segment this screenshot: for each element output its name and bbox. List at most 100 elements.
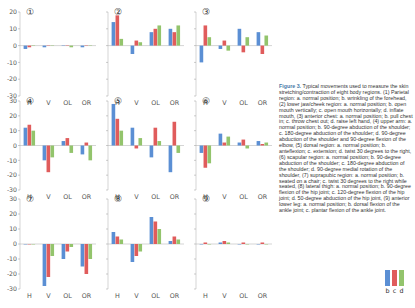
panel: HVOLOR②	[106, 7, 184, 107]
y-tick	[18, 45, 20, 46]
y-tick	[194, 96, 196, 97]
y-tick-label: -10	[7, 255, 17, 262]
x-tick-label: OR	[82, 292, 92, 300]
bar	[62, 244, 66, 259]
y-tick	[106, 96, 108, 97]
panel: HVOLOR⑨	[194, 194, 272, 300]
x-tick-label: H	[27, 292, 32, 300]
y-tick	[194, 115, 196, 116]
bar	[50, 45, 54, 46]
y-tick-label: 10	[9, 225, 17, 232]
y-tick	[106, 115, 108, 116]
bars	[200, 134, 268, 168]
panel: HVOLOR⑥	[194, 96, 272, 201]
bar	[31, 45, 35, 46]
y-tick	[106, 199, 108, 200]
bar	[116, 119, 120, 146]
panel-title: ⑧	[114, 194, 122, 204]
bar	[28, 125, 32, 146]
bar	[245, 244, 249, 245]
bar	[264, 143, 268, 146]
x-tick-label: OL	[63, 292, 72, 300]
bar	[154, 29, 158, 46]
y-tick	[194, 101, 196, 102]
bar	[226, 137, 230, 146]
panel: HVOLOR⑤	[106, 96, 184, 201]
y-tick	[194, 28, 196, 29]
bar	[138, 42, 142, 45]
y-tick-label: 0	[13, 240, 17, 247]
x-tick-label: OL	[151, 193, 160, 201]
y-tick-label: -20	[7, 75, 17, 82]
bar	[245, 146, 249, 149]
bar	[157, 25, 161, 45]
bar	[119, 131, 123, 146]
bar	[261, 144, 265, 145]
bars	[112, 104, 180, 172]
bars	[24, 46, 92, 49]
y-tick	[194, 130, 196, 131]
bar	[135, 146, 139, 149]
bar	[207, 244, 211, 245]
bar	[43, 146, 47, 161]
y-tick-label: -10	[7, 59, 17, 66]
bar	[116, 237, 120, 245]
y-tick	[106, 28, 108, 29]
bar	[219, 46, 223, 49]
bar	[176, 146, 180, 153]
x-tick-label: OL	[63, 193, 72, 201]
y-tick	[106, 214, 108, 215]
x-tick-label: V	[134, 193, 139, 201]
y-tick-label: 20	[9, 112, 17, 119]
y-tick-label: 20	[9, 8, 17, 15]
y-tick-label: 10	[9, 127, 17, 134]
legend-swatch	[385, 270, 390, 286]
bar	[157, 141, 161, 145]
baseline	[196, 145, 272, 146]
bar	[154, 128, 158, 146]
bar	[88, 146, 92, 161]
y-axis	[20, 12, 21, 96]
bar	[154, 222, 158, 245]
bar	[173, 122, 177, 146]
bar	[169, 29, 173, 46]
y-tick	[194, 62, 196, 63]
bar	[176, 240, 180, 245]
y-tick	[106, 274, 108, 275]
bar	[204, 243, 208, 245]
bar	[135, 41, 139, 46]
bar	[88, 244, 92, 259]
y-tick	[194, 12, 196, 13]
x-tick-label: OL	[239, 292, 248, 300]
x-tick-label: OL	[239, 193, 248, 201]
x-tick-label: V	[134, 99, 139, 107]
bar	[85, 45, 89, 46]
legend-swatch	[392, 270, 397, 286]
y-tick-label: 0	[13, 142, 17, 149]
bar	[150, 32, 154, 45]
y-tick	[18, 259, 20, 260]
bar	[135, 244, 139, 256]
panel-title: ⑥	[202, 96, 210, 106]
bar	[261, 243, 265, 245]
bar	[47, 146, 51, 173]
y-tick	[18, 160, 20, 161]
bar	[173, 32, 177, 45]
x-tick-label: H	[203, 292, 208, 300]
x-tick-label: V	[222, 292, 227, 300]
bar	[207, 37, 211, 45]
bar	[219, 243, 223, 245]
y-tick	[106, 190, 108, 191]
bar	[31, 131, 35, 146]
y-tick	[106, 12, 108, 13]
figure: -30-20-1001020HVOLOR①HVOLOR②HVOLOR③-30-2…	[0, 0, 415, 308]
panel: HVOLOR③	[194, 7, 272, 107]
y-tick	[194, 190, 196, 191]
bar	[50, 244, 54, 256]
panel-title: ④	[26, 96, 34, 106]
baseline	[20, 45, 96, 46]
y-tick-label: -30	[7, 186, 17, 193]
x-tick-label: OR	[170, 99, 180, 107]
bar	[157, 229, 161, 244]
y-tick	[106, 62, 108, 63]
